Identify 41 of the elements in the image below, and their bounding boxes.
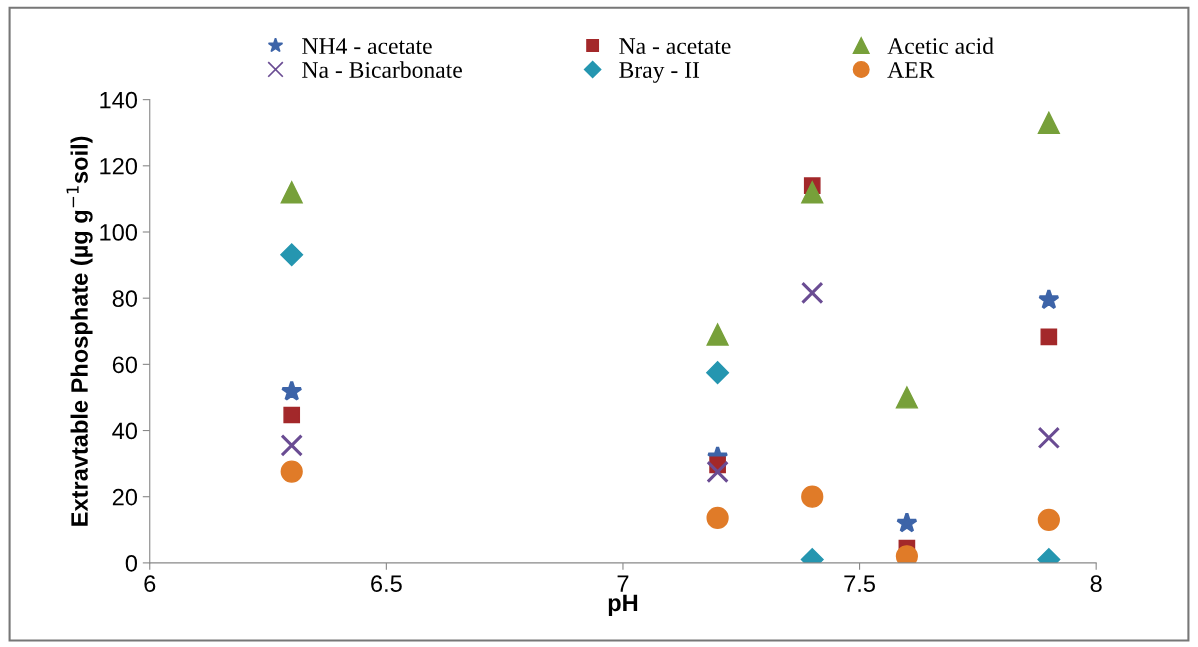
point (706, 460, 729, 484)
x-tick-label: 6.5 (371, 575, 402, 593)
x-tick-label: 7.5 (844, 575, 875, 593)
point (800, 281, 824, 305)
point (801, 181, 824, 204)
point (280, 380, 303, 401)
point (280, 243, 304, 267)
point (896, 511, 918, 533)
y-tick-label: 100 (100, 224, 138, 241)
legend-label: Acetic acid (887, 37, 994, 55)
x-axis-title: pH (608, 594, 638, 616)
point (801, 485, 824, 508)
legend-label: Na - Bicarbonate (302, 61, 462, 78)
point (1037, 426, 1061, 450)
point (895, 386, 918, 409)
point (706, 323, 729, 346)
y-tick-label: 20 (112, 488, 138, 506)
y-tick-label: 80 (112, 290, 138, 307)
legend-label: NH4 - acetate (302, 38, 432, 55)
point (1038, 288, 1060, 310)
legend-label: Bray - II (619, 62, 700, 83)
point (706, 361, 730, 385)
y-tick-label: 40 (112, 422, 138, 440)
y-tick-label: 140 (100, 91, 138, 109)
point (1037, 508, 1060, 531)
y-axis-title: Extravtable Phosphate (µg g$^{−1}$soil) (66, 136, 93, 526)
legend-label: Na - acetate (619, 38, 731, 55)
x-tick-label: 7 (617, 575, 629, 592)
point (706, 506, 729, 530)
point (283, 406, 301, 424)
point (1037, 111, 1060, 134)
point (280, 181, 303, 204)
x-tick-label: 8 (1090, 575, 1102, 593)
point (1040, 328, 1058, 346)
y-tick-label: 60 (112, 356, 138, 374)
point (280, 460, 303, 483)
y-tick-label: 0 (125, 554, 138, 572)
legend-label: AER (887, 62, 935, 78)
point (280, 434, 303, 457)
y-tick-label: 120 (100, 157, 138, 175)
x-tick-label: 6 (144, 575, 156, 593)
